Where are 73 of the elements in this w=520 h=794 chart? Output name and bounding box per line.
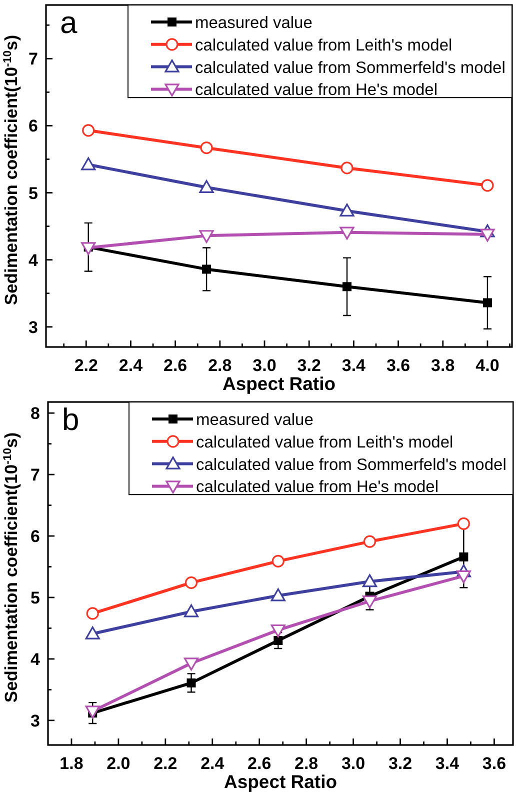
legend-label: calculated value from Sommerfeld's model — [196, 456, 506, 474]
annotation: a — [60, 5, 78, 40]
point — [81, 157, 96, 170]
legend-label: calculated value from He's model — [195, 81, 438, 100]
x-tick-label: 3.0 — [341, 754, 366, 773]
y-tick-label: 8 — [30, 404, 40, 424]
point — [363, 535, 376, 548]
point — [272, 554, 284, 568]
point — [459, 552, 468, 562]
x-tick-label: 2.2 — [154, 754, 178, 773]
x-tick-label: 3.6 — [386, 356, 410, 375]
point — [202, 264, 212, 274]
point — [340, 204, 354, 216]
x-tick-label: 3.2 — [297, 356, 321, 375]
x-tick-label: 2.8 — [294, 754, 318, 773]
point — [480, 228, 495, 242]
point — [482, 298, 492, 308]
y-tick-label: 4 — [30, 650, 41, 669]
y-tick-label: 5 — [28, 184, 38, 203]
y-tick-label: 6 — [30, 527, 40, 546]
legend-label: calculated value from Leith's model — [195, 36, 452, 54]
point — [86, 607, 99, 620]
point — [340, 226, 354, 240]
x-tick-label: 3.2 — [388, 754, 412, 773]
legend-label: calculated value from Sommerfeld's model — [195, 58, 506, 77]
legend-label: calculated value from Leith's model — [196, 433, 454, 452]
point — [362, 574, 378, 588]
legend-label: measured value — [196, 411, 314, 429]
point — [199, 180, 214, 193]
point — [184, 658, 199, 671]
point — [184, 576, 198, 590]
point — [481, 179, 494, 192]
y-tick-label: 3 — [30, 711, 40, 730]
point — [456, 570, 471, 584]
x-axis-title: Aspect Ratio — [224, 771, 338, 792]
x-tick-label: 2.2 — [74, 356, 98, 375]
x-tick-label: 3.6 — [482, 754, 506, 773]
x-tick-label: 3.4 — [435, 754, 460, 773]
point — [85, 626, 100, 640]
point — [340, 162, 354, 174]
x-tick-label: 2.4 — [200, 754, 225, 773]
point — [200, 142, 213, 154]
point — [270, 588, 286, 602]
y-tick-label: 3 — [28, 318, 38, 337]
annotation: b — [62, 402, 80, 437]
point — [199, 230, 214, 243]
point — [457, 517, 470, 530]
x-tick-label: 2.6 — [164, 356, 188, 375]
point — [184, 604, 199, 618]
legend-label: measured value — [195, 14, 312, 32]
x-axis-title: Aspect Ratio — [222, 373, 336, 394]
x-tick-label: 2.8 — [208, 356, 232, 375]
x-tick-label: 3.4 — [342, 356, 366, 375]
point — [270, 624, 286, 638]
point — [362, 596, 378, 608]
x-tick-label: 3.8 — [431, 356, 455, 375]
point — [81, 242, 96, 256]
legend-label: calculated value from He's model — [196, 478, 439, 496]
point — [274, 636, 283, 645]
y-tick-label: 6 — [28, 116, 38, 136]
x-tick-label: 2.6 — [248, 754, 272, 773]
x-tick-label: 1.8 — [60, 754, 84, 773]
y-tick-label: 7 — [30, 466, 40, 485]
point — [342, 282, 352, 292]
point — [186, 678, 196, 688]
y-tick-label: 5 — [30, 588, 40, 608]
x-tick-label: 2.4 — [118, 356, 144, 375]
y-tick-label: 7 — [28, 50, 38, 69]
y-tick-label: 4 — [28, 250, 39, 270]
x-tick-label: 2.0 — [106, 754, 130, 773]
point — [82, 124, 95, 137]
x-tick-label: 3.0 — [252, 356, 276, 375]
x-tick-label: 4.0 — [476, 356, 500, 375]
